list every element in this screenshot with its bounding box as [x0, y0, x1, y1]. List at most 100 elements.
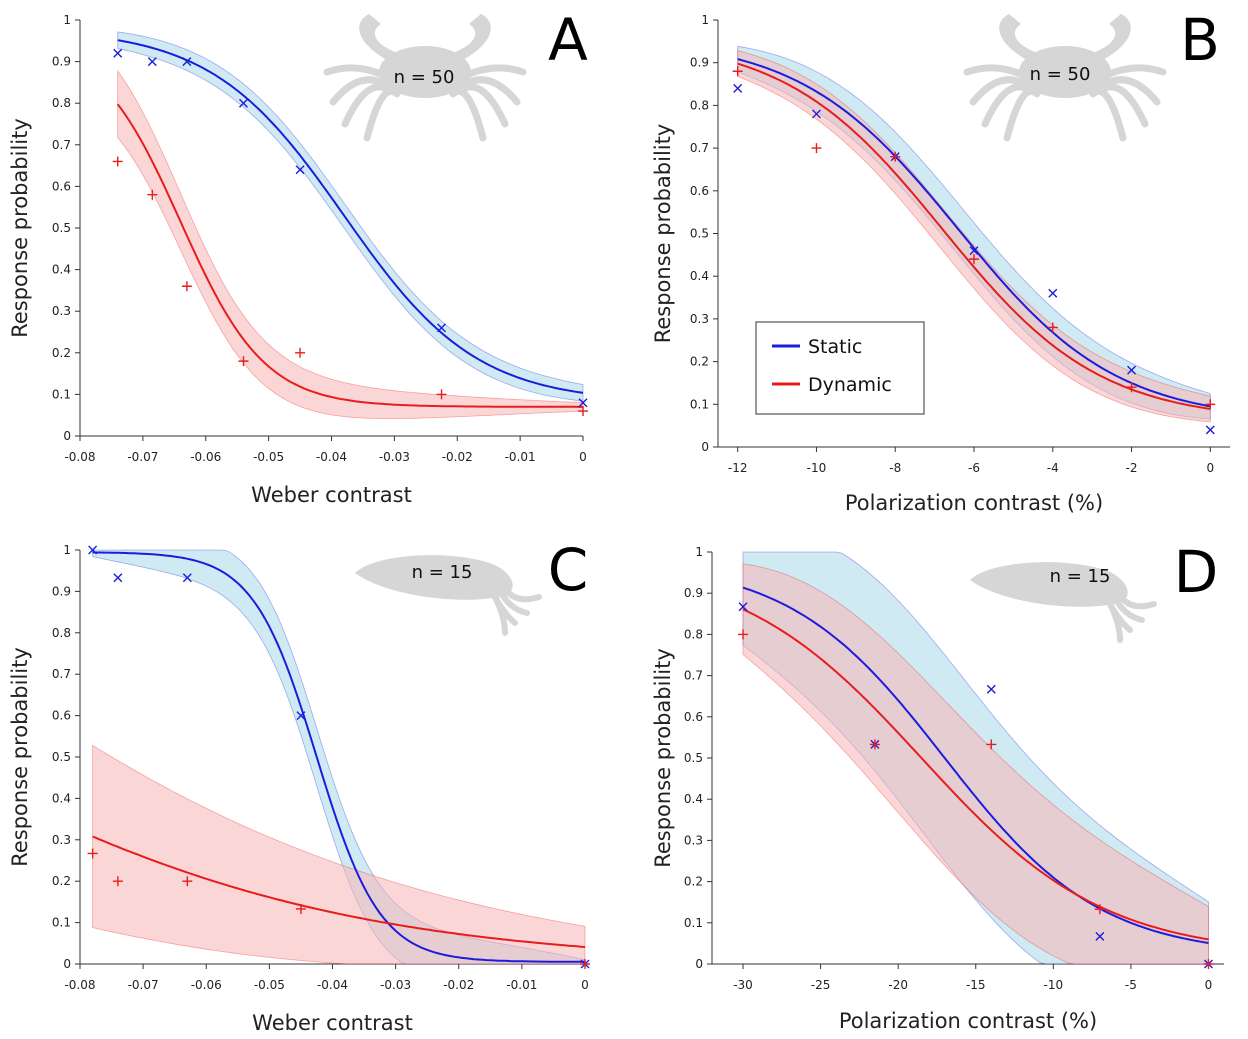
data-point-static	[182, 573, 192, 583]
cuttlefish-body	[355, 555, 513, 600]
x-tick-label: -0.02	[443, 978, 474, 992]
data-point-dynamic	[112, 156, 123, 167]
data-point-dynamic	[238, 356, 249, 367]
y-tick-label: 0.2	[52, 874, 71, 888]
y-tick-label: 0.7	[684, 669, 703, 683]
data-point-static	[738, 602, 748, 612]
data-point-dynamic	[295, 347, 306, 358]
y-tick-label: 0.2	[52, 346, 71, 360]
y-tick-label: 0.6	[52, 709, 71, 723]
x-tick-label: -20	[888, 978, 908, 992]
fit-line-dynamic	[92, 835, 586, 948]
data-point-dynamic	[1205, 399, 1216, 410]
panel-letter: D	[1174, 538, 1219, 606]
y-tick-label: 0.1	[52, 387, 71, 401]
y-tick-label: 0.1	[52, 916, 71, 930]
panel-B: 0 0.1 0.2 0.3 0.4 0.5 0.6 0.7 0.8 0.9 1 -12 -10 -8 -6 -…	[651, 6, 1230, 515]
y-tick-label: 0.6	[690, 184, 709, 198]
data-point-dynamic	[1047, 322, 1058, 333]
x-tick-label: -0.02	[442, 450, 473, 464]
panel-letter: A	[548, 6, 588, 74]
crab-leg	[981, 83, 1033, 128]
y-tick-label: 0	[701, 440, 709, 454]
y-tick-label: 0.3	[684, 833, 703, 847]
x-tick-label: -12	[728, 461, 748, 475]
y-tick-label: 0.8	[690, 98, 709, 112]
panel-D: 0 0.1 0.2 0.3 0.4 0.5 0.6 0.7 0.8 0.9 1 -30 -25 -20 -1…	[651, 538, 1224, 1033]
x-tick-label: -0.06	[191, 978, 222, 992]
data-point-dynamic	[1094, 904, 1105, 915]
crab-leg	[963, 64, 1029, 80]
data-point-static	[182, 57, 192, 67]
data-point-static	[969, 246, 979, 256]
data-point-dynamic	[738, 629, 749, 640]
panel-C: 0 0.1 0.2 0.3 0.4 0.5 0.6 0.7 0.8 0.9 1 -0.08 -0.07 -…	[8, 536, 590, 1035]
fit-line-dynamic	[116, 103, 583, 408]
y-tick-label: 0.6	[684, 710, 703, 724]
crab-leg	[1101, 64, 1167, 80]
data-point-static	[578, 398, 588, 408]
crab-leg	[1101, 76, 1161, 106]
y-tick-label: 0.5	[684, 751, 703, 765]
panel-letter: B	[1180, 6, 1220, 74]
y-tick-label: 0.2	[690, 355, 709, 369]
x-tick-label: -0.05	[254, 978, 285, 992]
data-point-dynamic	[147, 189, 158, 200]
y-tick-label: 0.6	[52, 179, 71, 193]
y-tick-label: 0.7	[52, 667, 71, 681]
crab-claw-left	[999, 14, 1035, 60]
x-tick-label: -0.01	[505, 450, 536, 464]
sample-size-label: n = 15	[412, 562, 473, 583]
cuttlefish-arm	[496, 586, 530, 616]
data-point-static	[147, 57, 157, 67]
y-tick-label: 0.3	[52, 304, 71, 318]
band-dynamic	[742, 563, 1209, 965]
y-tick-label: 0.9	[684, 586, 703, 600]
crab-claw-left	[359, 14, 395, 60]
data-point-dynamic	[890, 151, 901, 162]
y-tick-label: 0.7	[690, 141, 709, 155]
x-tick-label: -0.04	[316, 450, 347, 464]
y-tick-label: 0.1	[690, 397, 709, 411]
y-tick-label: 0	[63, 957, 71, 971]
sample-size-label: n = 50	[1030, 64, 1091, 85]
data-point-dynamic	[1203, 959, 1214, 969]
y-tick-label: 0.9	[52, 584, 71, 598]
y-tick-label: 0	[63, 429, 71, 443]
y-tick-label: 0.9	[690, 56, 709, 70]
y-tick-label: 0.2	[684, 875, 703, 889]
cuttlefish-body	[970, 562, 1128, 607]
data-point-static	[811, 109, 821, 119]
sample-size-label: n = 50	[394, 67, 455, 88]
crab-leg	[341, 83, 393, 128]
y-axis-title: Response probability	[651, 124, 675, 344]
data-point-static	[986, 684, 996, 694]
data-point-dynamic	[986, 739, 997, 750]
y-tick-label: 0.5	[690, 227, 709, 241]
x-tick-label: -0.08	[64, 450, 95, 464]
data-point-dynamic	[969, 254, 979, 265]
x-axis-title: Weber contrast	[251, 483, 412, 507]
x-axis-title: Polarization contrast (%)	[839, 1009, 1097, 1033]
data-point-static	[238, 98, 248, 108]
panel-letter: C	[548, 536, 589, 604]
data-point-dynamic	[181, 281, 192, 292]
data-point-static	[113, 573, 123, 583]
crab-leg	[449, 87, 487, 142]
x-tick-label: -2	[1126, 461, 1138, 475]
crab-leg	[1089, 87, 1127, 142]
x-tick-label: -0.03	[379, 450, 410, 464]
x-tick-label: -0.05	[253, 450, 284, 464]
x-tick-label: -10	[807, 461, 827, 475]
legend-box	[755, 321, 925, 415]
fit-line-dynamic	[742, 608, 1209, 941]
crab-body	[1019, 46, 1111, 98]
y-tick-label: 1	[63, 543, 71, 557]
data-point-static	[1095, 931, 1105, 941]
data-point-dynamic	[112, 876, 123, 887]
legend-label-dynamic: Dynamic	[808, 374, 892, 396]
y-axis-title: Response probability	[651, 648, 675, 868]
y-tick-label: 0.3	[52, 833, 71, 847]
data-point-static	[437, 323, 447, 333]
legend-label-static: Static	[808, 336, 862, 358]
